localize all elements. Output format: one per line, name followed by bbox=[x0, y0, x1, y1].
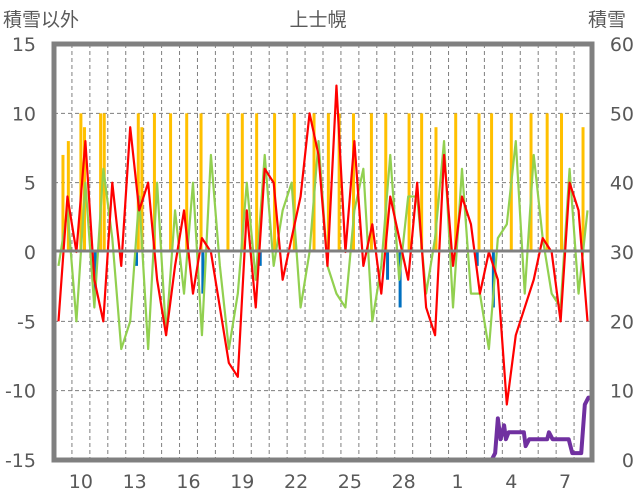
y-right-tick-label: 10 bbox=[610, 381, 634, 403]
orange-bars-bar bbox=[140, 127, 144, 252]
blue-bars-bar bbox=[134, 252, 138, 266]
x-tick-label: 19 bbox=[230, 471, 254, 493]
y-right-tick-label: 0 bbox=[622, 450, 634, 472]
orange-bars-bar bbox=[407, 113, 411, 252]
x-tick-label: 28 bbox=[392, 471, 416, 493]
x-tick-label: 16 bbox=[176, 471, 200, 493]
blue-bars-bar bbox=[475, 252, 479, 266]
x-tick-label: 7 bbox=[559, 471, 571, 493]
orange-bars-bar bbox=[240, 113, 244, 252]
y-right-tick-label: 20 bbox=[610, 311, 634, 333]
orange-bars-bar bbox=[560, 113, 564, 252]
blue-bars-bar bbox=[491, 252, 495, 308]
red-line bbox=[57, 84, 589, 406]
orange-bars-bar bbox=[454, 113, 458, 252]
orange-bars-bar bbox=[477, 113, 481, 252]
orange-bars-bar bbox=[434, 127, 438, 252]
y-right-tick-label: 30 bbox=[610, 242, 634, 264]
orange-bars-bar bbox=[199, 113, 203, 252]
orange-bars-bar bbox=[99, 113, 103, 252]
y-right-tick-label: 50 bbox=[610, 103, 634, 125]
snow-depth bbox=[54, 395, 592, 462]
x-tick-label: 10 bbox=[69, 471, 93, 493]
y-left-tick-label: 5 bbox=[24, 173, 36, 195]
blue-bars-bar bbox=[258, 252, 262, 266]
y-right-tick-label: 40 bbox=[610, 173, 634, 195]
orange-bars-bar bbox=[79, 113, 83, 252]
gridlines bbox=[54, 44, 592, 460]
x-tick-label: 22 bbox=[284, 471, 308, 493]
orange-bars-bar bbox=[169, 113, 173, 252]
x-tick-label: 13 bbox=[123, 471, 147, 493]
x-tick-label: 1 bbox=[451, 471, 463, 493]
orange-bars-bar bbox=[384, 113, 388, 252]
y-left-tick-label: 0 bbox=[24, 242, 36, 264]
orange-bars-bar bbox=[369, 113, 373, 252]
left-axis-title: 積雪以外 bbox=[3, 9, 79, 31]
y-left-tick-label: -10 bbox=[5, 381, 36, 403]
y-right-tick-label: 60 bbox=[610, 34, 634, 56]
orange-bars-bar bbox=[581, 127, 585, 252]
right-axis-title: 積雪 bbox=[588, 9, 626, 31]
orange-bars-bar bbox=[61, 154, 65, 252]
orange-bars-bar bbox=[136, 113, 140, 252]
orange-bars-bar bbox=[545, 113, 549, 252]
orange-bars-bar bbox=[420, 113, 424, 252]
orange-bars-bar bbox=[292, 113, 296, 252]
orange-bars-bar bbox=[185, 113, 189, 252]
blue-bars-bar bbox=[93, 252, 97, 294]
x-tick-label: 25 bbox=[338, 471, 362, 493]
y-left-tick-label: -5 bbox=[17, 311, 36, 333]
orange-bars-bar bbox=[255, 113, 259, 252]
y-left-tick-label: 15 bbox=[12, 34, 36, 56]
orange-bars-bar bbox=[326, 113, 330, 252]
plot-frame bbox=[51, 41, 595, 463]
blue-bars-bar bbox=[386, 252, 390, 280]
snow-line bbox=[54, 395, 592, 462]
orange-bars-bar bbox=[312, 113, 316, 252]
orange-bars-bar bbox=[351, 113, 355, 252]
orange-bars-bar bbox=[337, 113, 341, 252]
orange-bars-bar bbox=[152, 113, 156, 252]
x-tick-label: 4 bbox=[505, 471, 517, 493]
series-lines bbox=[57, 84, 589, 406]
chart-title: 上士幌 bbox=[289, 9, 346, 31]
y-left-tick-label: 10 bbox=[12, 103, 36, 125]
orange-bars-bar bbox=[490, 113, 494, 252]
orange-bars-bar bbox=[226, 113, 230, 252]
blue-bars-bar bbox=[201, 252, 205, 294]
y-left-tick-label: -15 bbox=[5, 450, 36, 472]
